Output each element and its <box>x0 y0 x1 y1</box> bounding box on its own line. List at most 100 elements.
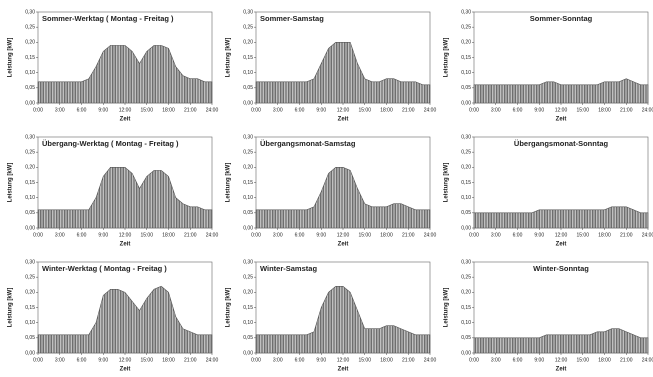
x-tick-label: 24:00 <box>424 107 437 113</box>
y-tick-label: 0,30 <box>25 9 35 15</box>
x-tick-label: 18:00 <box>598 232 611 238</box>
y-tick-label: 0,25 <box>25 24 35 30</box>
y-tick-label: 0,00 <box>243 350 253 356</box>
x-tick-label: 18:00 <box>380 232 393 238</box>
y-tick-label: 0,05 <box>243 210 253 216</box>
x-tick-label: 24:00 <box>424 232 437 238</box>
x-tick-label: 6:00 <box>77 232 87 238</box>
x-tick-label: 12:00 <box>119 107 132 113</box>
y-tick-label: 0,25 <box>461 24 471 30</box>
y-tick-label: 0,15 <box>461 55 471 61</box>
x-tick-label: 0:00 <box>469 232 479 238</box>
y-tick-label: 0,20 <box>243 40 253 46</box>
x-axis-label: Zeit <box>120 117 131 123</box>
load-area <box>255 42 431 104</box>
load-area <box>255 167 431 229</box>
y-tick-label: 0,20 <box>25 290 35 296</box>
load-area <box>255 285 431 354</box>
y-axis-label: Leistung [kW] <box>226 163 232 203</box>
x-tick-label: 24:00 <box>206 357 219 363</box>
x-tick-label: 15:00 <box>140 357 153 363</box>
y-tick-label: 0,15 <box>243 305 253 311</box>
load-area <box>37 167 213 229</box>
y-tick-label: 0,15 <box>461 305 471 311</box>
x-tick-label: 3:00 <box>273 107 283 113</box>
x-tick-label: 24:00 <box>642 232 653 238</box>
x-tick-label: 9:00 <box>98 107 108 113</box>
x-tick-label: 9:00 <box>534 107 544 113</box>
y-tick-label: 0,00 <box>25 350 35 356</box>
x-tick-label: 18:00 <box>598 357 611 363</box>
y-tick-label: 0,05 <box>461 85 471 91</box>
x-axis-label: Zeit <box>556 117 567 123</box>
y-tick-label: 0,20 <box>243 165 253 171</box>
x-axis-label: Zeit <box>120 242 131 248</box>
y-tick-label: 0,25 <box>461 149 471 155</box>
load-area <box>473 206 649 229</box>
y-tick-label: 0,10 <box>461 320 471 326</box>
load-area <box>473 78 649 104</box>
y-axis-label: Leistung [kW] <box>444 163 450 203</box>
y-tick-label: 0,10 <box>25 195 35 201</box>
y-tick-label: 0,05 <box>243 335 253 341</box>
chart-title: Winter-Werktag ( Montag - Freitag ) <box>42 264 167 273</box>
x-tick-label: 9:00 <box>534 232 544 238</box>
x-tick-label: 15:00 <box>358 232 371 238</box>
x-tick-label: 0:00 <box>251 107 261 113</box>
x-tick-label: 18:00 <box>598 107 611 113</box>
x-tick-label: 12:00 <box>337 107 350 113</box>
y-tick-label: 0,25 <box>243 24 253 30</box>
x-tick-label: 0:00 <box>251 232 261 238</box>
x-axis-label: Zeit <box>338 367 349 373</box>
y-tick-label: 0,05 <box>461 335 471 341</box>
x-axis-label: Zeit <box>338 117 349 123</box>
x-tick-label: 18:00 <box>380 107 393 113</box>
x-tick-label: 6:00 <box>513 107 523 113</box>
x-tick-label: 21:00 <box>184 357 197 363</box>
x-tick-label: 3:00 <box>491 107 501 113</box>
chart-title: Sommer-Samstag <box>260 14 324 23</box>
y-axis-label: Leistung [kW] <box>226 288 232 328</box>
x-tick-label: 15:00 <box>140 232 153 238</box>
y-tick-label: 0,15 <box>25 55 35 61</box>
y-tick-label: 0,30 <box>243 134 253 140</box>
y-tick-label: 0,15 <box>243 180 253 186</box>
y-tick-label: 0,30 <box>25 134 35 140</box>
x-tick-label: 9:00 <box>316 232 326 238</box>
x-tick-label: 12:00 <box>555 107 568 113</box>
x-tick-label: 9:00 <box>534 357 544 363</box>
x-tick-label: 12:00 <box>337 357 350 363</box>
x-tick-label: 6:00 <box>77 107 87 113</box>
y-tick-label: 0,20 <box>461 165 471 171</box>
x-tick-label: 18:00 <box>162 232 175 238</box>
x-tick-label: 6:00 <box>77 357 87 363</box>
x-tick-label: 12:00 <box>555 232 568 238</box>
x-tick-label: 15:00 <box>576 232 589 238</box>
x-tick-label: 24:00 <box>642 357 653 363</box>
x-tick-label: 6:00 <box>295 357 305 363</box>
x-tick-label: 21:00 <box>402 232 415 238</box>
y-tick-label: 0,10 <box>461 195 471 201</box>
chart-title: Übergang-Werktag ( Montag - Freitag ) <box>42 139 179 148</box>
x-tick-label: 3:00 <box>491 232 501 238</box>
y-tick-label: 0,00 <box>25 225 35 231</box>
y-axis-label: Leistung [kW] <box>8 38 14 78</box>
x-tick-label: 21:00 <box>184 107 197 113</box>
y-tick-label: 0,25 <box>461 274 471 280</box>
y-tick-label: 0,00 <box>25 100 35 106</box>
x-tick-label: 24:00 <box>642 107 653 113</box>
y-tick-label: 0,00 <box>243 225 253 231</box>
chart-title: Winter-Samstag <box>260 264 317 273</box>
y-tick-label: 0,25 <box>25 149 35 155</box>
chart-title: Sommer-Werktag ( Montag - Freitag ) <box>42 14 174 23</box>
x-tick-label: 12:00 <box>119 357 132 363</box>
y-tick-label: 0,20 <box>25 40 35 46</box>
x-tick-label: 6:00 <box>513 232 523 238</box>
x-tick-label: 21:00 <box>620 357 633 363</box>
y-tick-label: 0,10 <box>25 320 35 326</box>
x-tick-label: 3:00 <box>55 107 65 113</box>
y-tick-label: 0,20 <box>461 290 471 296</box>
x-tick-label: 18:00 <box>162 107 175 113</box>
x-tick-label: 6:00 <box>513 357 523 363</box>
x-axis-label: Zeit <box>120 367 131 373</box>
